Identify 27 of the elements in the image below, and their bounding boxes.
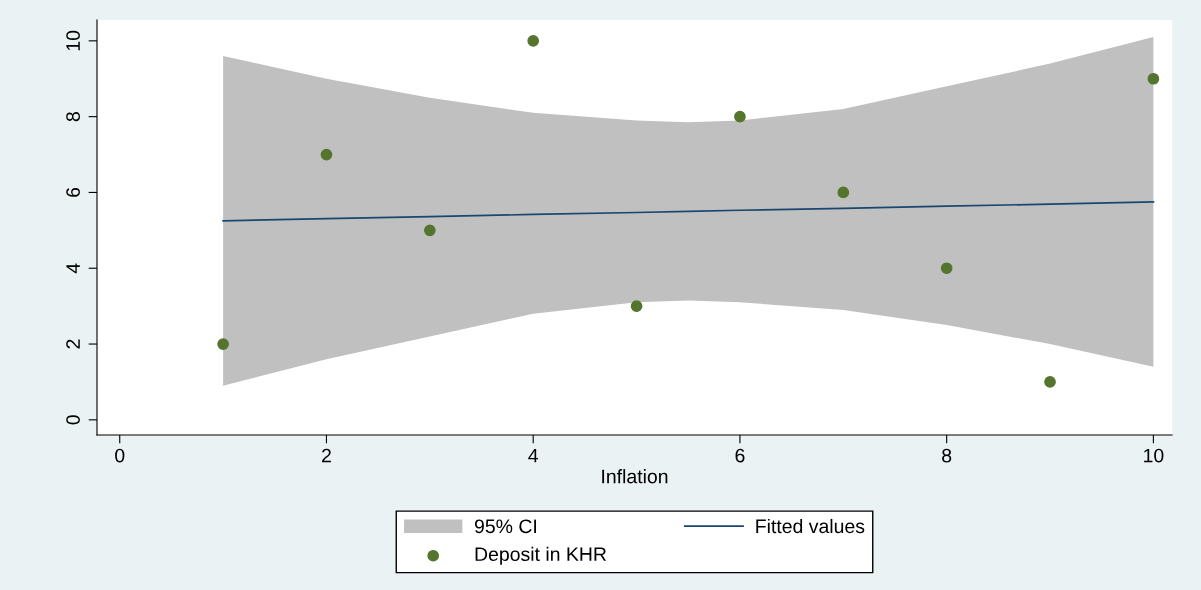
y-tick-label: 4 [66,263,80,274]
point [940,262,953,275]
point [1044,376,1056,388]
x-tick-label: 4 [528,448,539,463]
point [837,186,850,199]
point [423,224,436,237]
y-tick-label: 8 [66,112,80,122]
y-tick-label: 0 [66,415,80,425]
x-tick-label: 2 [322,448,331,463]
text: 95% CI [474,519,537,534]
x-tick-label: 10 [1144,448,1164,463]
point [630,300,643,312]
line-series [222,201,1155,222]
point [527,34,540,47]
legend-label: Fitted values [756,518,865,534]
y-tick-label: 2 [66,339,80,349]
point [734,110,746,123]
point [320,148,333,161]
point [1147,72,1160,85]
y-tick-label: 10 [66,30,80,51]
x-tick-label: 0 [115,448,125,463]
legend-label: Deposit in KHR [475,546,607,565]
x-axis-title: Inflation [602,469,668,484]
x-tick-label: 6 [735,448,745,463]
x-tick-label: 8 [942,448,952,463]
y-tick-label: 6 [66,187,80,197]
point [217,338,229,350]
